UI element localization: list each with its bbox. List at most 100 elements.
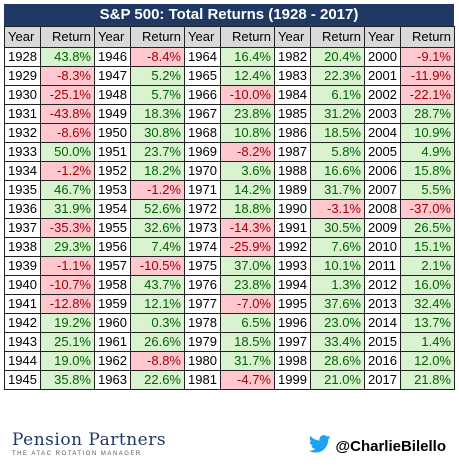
year-cell: 1962 <box>94 351 131 371</box>
return-cell: 5.8% <box>310 142 365 162</box>
year-cell: 1941 <box>4 294 41 314</box>
year-cell: 2012 <box>364 275 401 295</box>
return-header: Return <box>130 26 185 48</box>
return-cell: 20.4% <box>310 47 365 67</box>
year-cell: 1970 <box>184 161 221 181</box>
year-cell: 1945 <box>4 370 41 390</box>
year-cell: 1981 <box>184 370 221 390</box>
year-cell: 1942 <box>4 313 41 333</box>
return-cell: 21.8% <box>400 370 455 390</box>
return-cell: -1.2% <box>40 161 95 181</box>
return-cell: -3.1% <box>310 199 365 219</box>
brand-tagline: THE ATAC ROTATION MANAGER <box>12 451 142 457</box>
year-cell: 1976 <box>184 275 221 295</box>
year-cell: 2006 <box>364 161 401 181</box>
return-cell: 7.6% <box>310 237 365 257</box>
year-cell: 1996 <box>274 313 311 333</box>
return-cell: 18.5% <box>220 332 275 352</box>
table-row: 1943 25.1% 1961 26.6% 1979 18.5% 1997 33.4% 2015… <box>4 332 455 352</box>
year-cell: 1965 <box>184 66 221 86</box>
return-cell: 22.3% <box>310 66 365 86</box>
return-cell: 5.7% <box>130 85 185 105</box>
year-header: Year <box>274 26 311 48</box>
year-cell: 2003 <box>364 104 401 124</box>
return-cell: -10.5% <box>130 256 185 276</box>
return-cell: -35.3% <box>40 218 95 238</box>
return-cell: 31.7% <box>220 351 275 371</box>
year-cell: 1974 <box>184 237 221 257</box>
return-cell: -8.2% <box>220 142 275 162</box>
return-cell: -7.0% <box>220 294 275 314</box>
return-cell: 10.1% <box>310 256 365 276</box>
table-row: 1930 -25.1% 1948 5.7% 1966 -10.0% 1984 6.1% 2002… <box>4 85 455 105</box>
year-cell: 1957 <box>94 256 131 276</box>
return-cell: 4.9% <box>400 142 455 162</box>
return-header: Return <box>220 26 275 48</box>
return-cell: -10.7% <box>40 275 95 295</box>
year-cell: 1977 <box>184 294 221 314</box>
twitter-handle: @CharlieBilello <box>308 435 446 458</box>
table-row: 1935 46.7% 1953 -1.2% 1971 14.2% 1989 31.7% 2007… <box>4 180 455 200</box>
table-row: 1928 43.8% 1946 -8.4% 1964 16.4% 1982 20.4% 2000… <box>4 47 455 67</box>
return-cell: -1.1% <box>40 256 95 276</box>
year-cell: 1969 <box>184 142 221 162</box>
return-cell: 12.0% <box>400 351 455 371</box>
year-cell: 1983 <box>274 66 311 86</box>
return-cell: -37.0% <box>400 199 455 219</box>
table-row: 1931 -43.8% 1949 18.3% 1967 23.8% 1985 31.2% 200… <box>4 104 455 124</box>
return-cell: 33.4% <box>310 332 365 352</box>
return-cell: 16.6% <box>310 161 365 181</box>
year-cell: 1935 <box>4 180 41 200</box>
year-cell: 2008 <box>364 199 401 219</box>
return-cell: 30.8% <box>130 123 185 143</box>
return-cell: -11.9% <box>400 66 455 86</box>
table-row: 1941 -12.8% 1959 12.1% 1977 -7.0% 1995 37.6% 201… <box>4 294 455 314</box>
year-cell: 1963 <box>94 370 131 390</box>
year-cell: 1980 <box>184 351 221 371</box>
header-row: Year Return Year Return Year Return Year… <box>4 26 455 48</box>
return-cell: 31.7% <box>310 180 365 200</box>
return-cell: -8.4% <box>130 47 185 67</box>
table-row: 1932 -8.6% 1950 30.8% 1968 10.8% 1986 18.5% 2004… <box>4 123 455 143</box>
year-cell: 2001 <box>364 66 401 86</box>
year-cell: 1991 <box>274 218 311 238</box>
return-cell: 2.1% <box>400 256 455 276</box>
year-cell: 1960 <box>94 313 131 333</box>
return-cell: -12.8% <box>40 294 95 314</box>
table-row: 1938 29.3% 1956 7.4% 1974 -25.9% 1992 7.6% 2010 1… <box>4 237 455 257</box>
return-cell: 26.5% <box>400 218 455 238</box>
table-row: 1936 31.9% 1954 52.6% 1972 18.8% 1990 -3.1% 2008… <box>4 199 455 219</box>
year-cell: 2002 <box>364 85 401 105</box>
return-cell: 10.9% <box>400 123 455 143</box>
year-cell: 1954 <box>94 199 131 219</box>
table-row: 1939 -1.1% 1957 -10.5% 1975 37.0% 1993 10.1% 201… <box>4 256 455 276</box>
year-cell: 1950 <box>94 123 131 143</box>
year-cell: 1985 <box>274 104 311 124</box>
year-header: Year <box>94 26 131 48</box>
return-cell: -14.3% <box>220 218 275 238</box>
year-cell: 1958 <box>94 275 131 295</box>
year-cell: 1978 <box>184 313 221 333</box>
year-cell: 1989 <box>274 180 311 200</box>
return-cell: 22.6% <box>130 370 185 390</box>
year-header: Year <box>184 26 221 48</box>
return-header: Return <box>40 26 95 48</box>
year-cell: 1938 <box>4 237 41 257</box>
table-row: 1937 -35.3% 1955 32.6% 1973 -14.3% 1991 30.5% 20… <box>4 218 455 238</box>
year-cell: 2007 <box>364 180 401 200</box>
return-cell: 0.3% <box>130 313 185 333</box>
return-cell: 31.9% <box>40 199 95 219</box>
return-cell: -25.9% <box>220 237 275 257</box>
year-cell: 2014 <box>364 313 401 333</box>
year-cell: 1931 <box>4 104 41 124</box>
return-cell: -25.1% <box>40 85 95 105</box>
year-cell: 1971 <box>184 180 221 200</box>
year-cell: 1951 <box>94 142 131 162</box>
year-cell: 1998 <box>274 351 311 371</box>
table-row: 1934 -1.2% 1952 18.2% 1970 3.6% 1988 16.6% 2006 1… <box>4 161 455 181</box>
year-cell: 1995 <box>274 294 311 314</box>
table-body: 1928 43.8% 1946 -8.4% 1964 16.4% 1982 20.4% 2000… <box>4 47 455 390</box>
twitter-bird-icon <box>308 435 331 458</box>
return-cell: 23.8% <box>220 104 275 124</box>
year-cell: 2011 <box>364 256 401 276</box>
